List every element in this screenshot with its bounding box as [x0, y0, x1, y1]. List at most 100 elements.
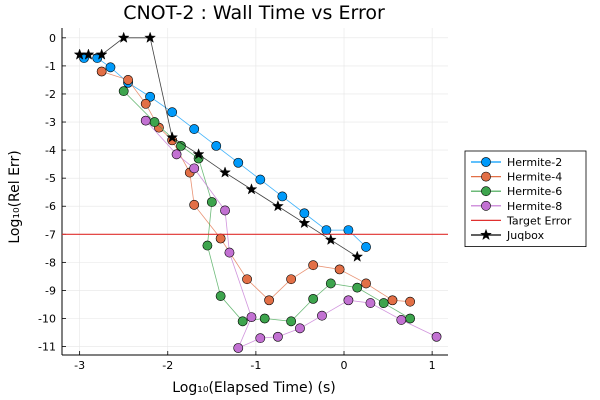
- data-point-hermite-4: [405, 296, 416, 307]
- data-point-hermite-4: [387, 295, 398, 306]
- x-tick-label: 0: [341, 359, 348, 372]
- data-point-hermite-4: [308, 260, 319, 271]
- legend-label-hermite-4: Hermite-4: [507, 171, 562, 184]
- data-point-hermite-6: [215, 291, 226, 301]
- data-point-hermite-8: [431, 331, 442, 342]
- data-point-hermite-6: [202, 240, 213, 251]
- y-tick-label: 0: [49, 32, 56, 45]
- data-point-hermite-4: [96, 66, 107, 77]
- data-point-juqbox: [95, 48, 108, 60]
- series-line-hermite-4: [101, 71, 411, 303]
- data-point-hermite-6: [308, 293, 319, 304]
- series-hermite-4: [96, 66, 416, 307]
- x-axis-title: Log₁₀(Elapsed Time) (s): [172, 380, 336, 396]
- y-tick-label: -2: [45, 88, 56, 101]
- data-point-hermite-2: [167, 107, 178, 118]
- data-point-hermite-8: [220, 205, 230, 216]
- data-point-hermite-8: [343, 295, 354, 306]
- tick-labels: -3 -2 -1 0 10-1-2-3-4-5-6-7-8-9-10-11: [38, 32, 436, 372]
- data-point-hermite-6: [118, 86, 129, 97]
- data-point-hermite-6: [206, 197, 217, 207]
- data-point-hermite-8: [224, 247, 235, 258]
- y-tick-label: -8: [45, 256, 56, 269]
- legend-marker-hermite-4: [481, 171, 491, 182]
- data-point-juqbox: [245, 183, 258, 195]
- y-axis-title: Log₁₀(Rel Err): [7, 150, 23, 243]
- data-point-juqbox: [166, 131, 179, 143]
- data-point-juqbox: [272, 200, 284, 212]
- data-point-hermite-6: [325, 278, 336, 289]
- series-juqbox: [73, 31, 364, 262]
- data-point-hermite-8: [140, 115, 151, 126]
- data-point-hermite-2: [321, 225, 332, 235]
- data-point-hermite-8: [273, 331, 283, 342]
- data-point-hermite-4: [361, 278, 371, 289]
- y-tick-label: -4: [45, 144, 56, 157]
- y-tick-label: -6: [45, 200, 56, 213]
- y-tick-label: -7: [45, 228, 56, 241]
- data-point-hermite-2: [105, 62, 116, 73]
- data-point-hermite-4: [189, 199, 200, 210]
- y-tick-label: -3: [45, 116, 56, 129]
- data-point-hermite-4: [242, 274, 252, 285]
- data-point-hermite-6: [378, 298, 389, 308]
- data-point-juqbox: [192, 148, 205, 160]
- data-point-hermite-2: [145, 91, 156, 102]
- data-point-juqbox: [324, 233, 337, 245]
- series-hermite-2: [79, 53, 371, 252]
- data-point-hermite-6: [405, 313, 416, 324]
- legend-label-hermite-6: Hermite-6: [507, 185, 562, 198]
- series-group: [62, 31, 448, 353]
- legend-marker-hermite-2: [481, 157, 491, 167]
- y-tick-label: -1: [45, 60, 56, 73]
- x-tick-label: -1: [250, 359, 261, 372]
- data-point-hermite-6: [149, 117, 160, 127]
- data-point-hermite-4: [215, 233, 226, 244]
- data-point-hermite-2: [277, 191, 288, 202]
- legend-marker-juqbox: [480, 228, 492, 241]
- chart-title: CNOT-2 : Wall Time vs Error: [123, 2, 385, 24]
- data-point-hermite-4: [286, 274, 297, 285]
- data-point-hermite-4: [140, 98, 151, 109]
- x-tick-label: -2: [162, 359, 173, 372]
- data-point-juqbox: [82, 48, 95, 60]
- data-point-hermite-8: [189, 163, 200, 174]
- data-point-hermite-4: [334, 264, 345, 275]
- data-point-hermite-2: [255, 174, 266, 185]
- data-point-hermite-2: [189, 124, 200, 134]
- legend-label-hermite-8: Hermite-8: [507, 200, 562, 213]
- data-point-hermite-6: [259, 313, 270, 324]
- data-point-juqbox: [219, 166, 231, 178]
- data-point-hermite-8: [317, 310, 327, 321]
- data-point-hermite-8: [295, 323, 305, 334]
- data-point-hermite-4: [123, 75, 133, 85]
- legend-box: [464, 150, 587, 247]
- data-point-hermite-8: [396, 315, 407, 325]
- y-tick-label: -10: [38, 313, 56, 326]
- data-point-hermite-8: [233, 343, 244, 353]
- data-point-juqbox: [117, 31, 130, 43]
- legend-label-juqbox: Juqbox: [506, 229, 545, 242]
- axes: [61, 28, 448, 356]
- data-point-hermite-2: [361, 242, 371, 252]
- y-tick-label: -9: [45, 284, 56, 297]
- data-point-juqbox: [144, 31, 157, 43]
- legend-marker-hermite-6: [481, 186, 491, 197]
- data-point-hermite-2: [299, 208, 310, 219]
- legend-label-hermite-2: Hermite-2: [507, 156, 562, 169]
- data-point-hermite-2: [343, 225, 354, 235]
- y-tick-label: -5: [45, 172, 56, 185]
- legend-label-target-error: Target Error: [506, 214, 572, 227]
- series-hermite-8: [140, 115, 442, 353]
- x-tick-label: 1: [429, 359, 436, 372]
- data-point-hermite-4: [264, 295, 275, 306]
- data-point-hermite-6: [286, 316, 297, 327]
- series-hermite-6: [118, 86, 416, 327]
- data-point-hermite-2: [233, 157, 244, 168]
- data-point-hermite-2: [211, 140, 222, 151]
- data-point-juqbox: [351, 250, 364, 262]
- data-point-hermite-8: [255, 333, 266, 344]
- data-point-hermite-8: [365, 298, 376, 308]
